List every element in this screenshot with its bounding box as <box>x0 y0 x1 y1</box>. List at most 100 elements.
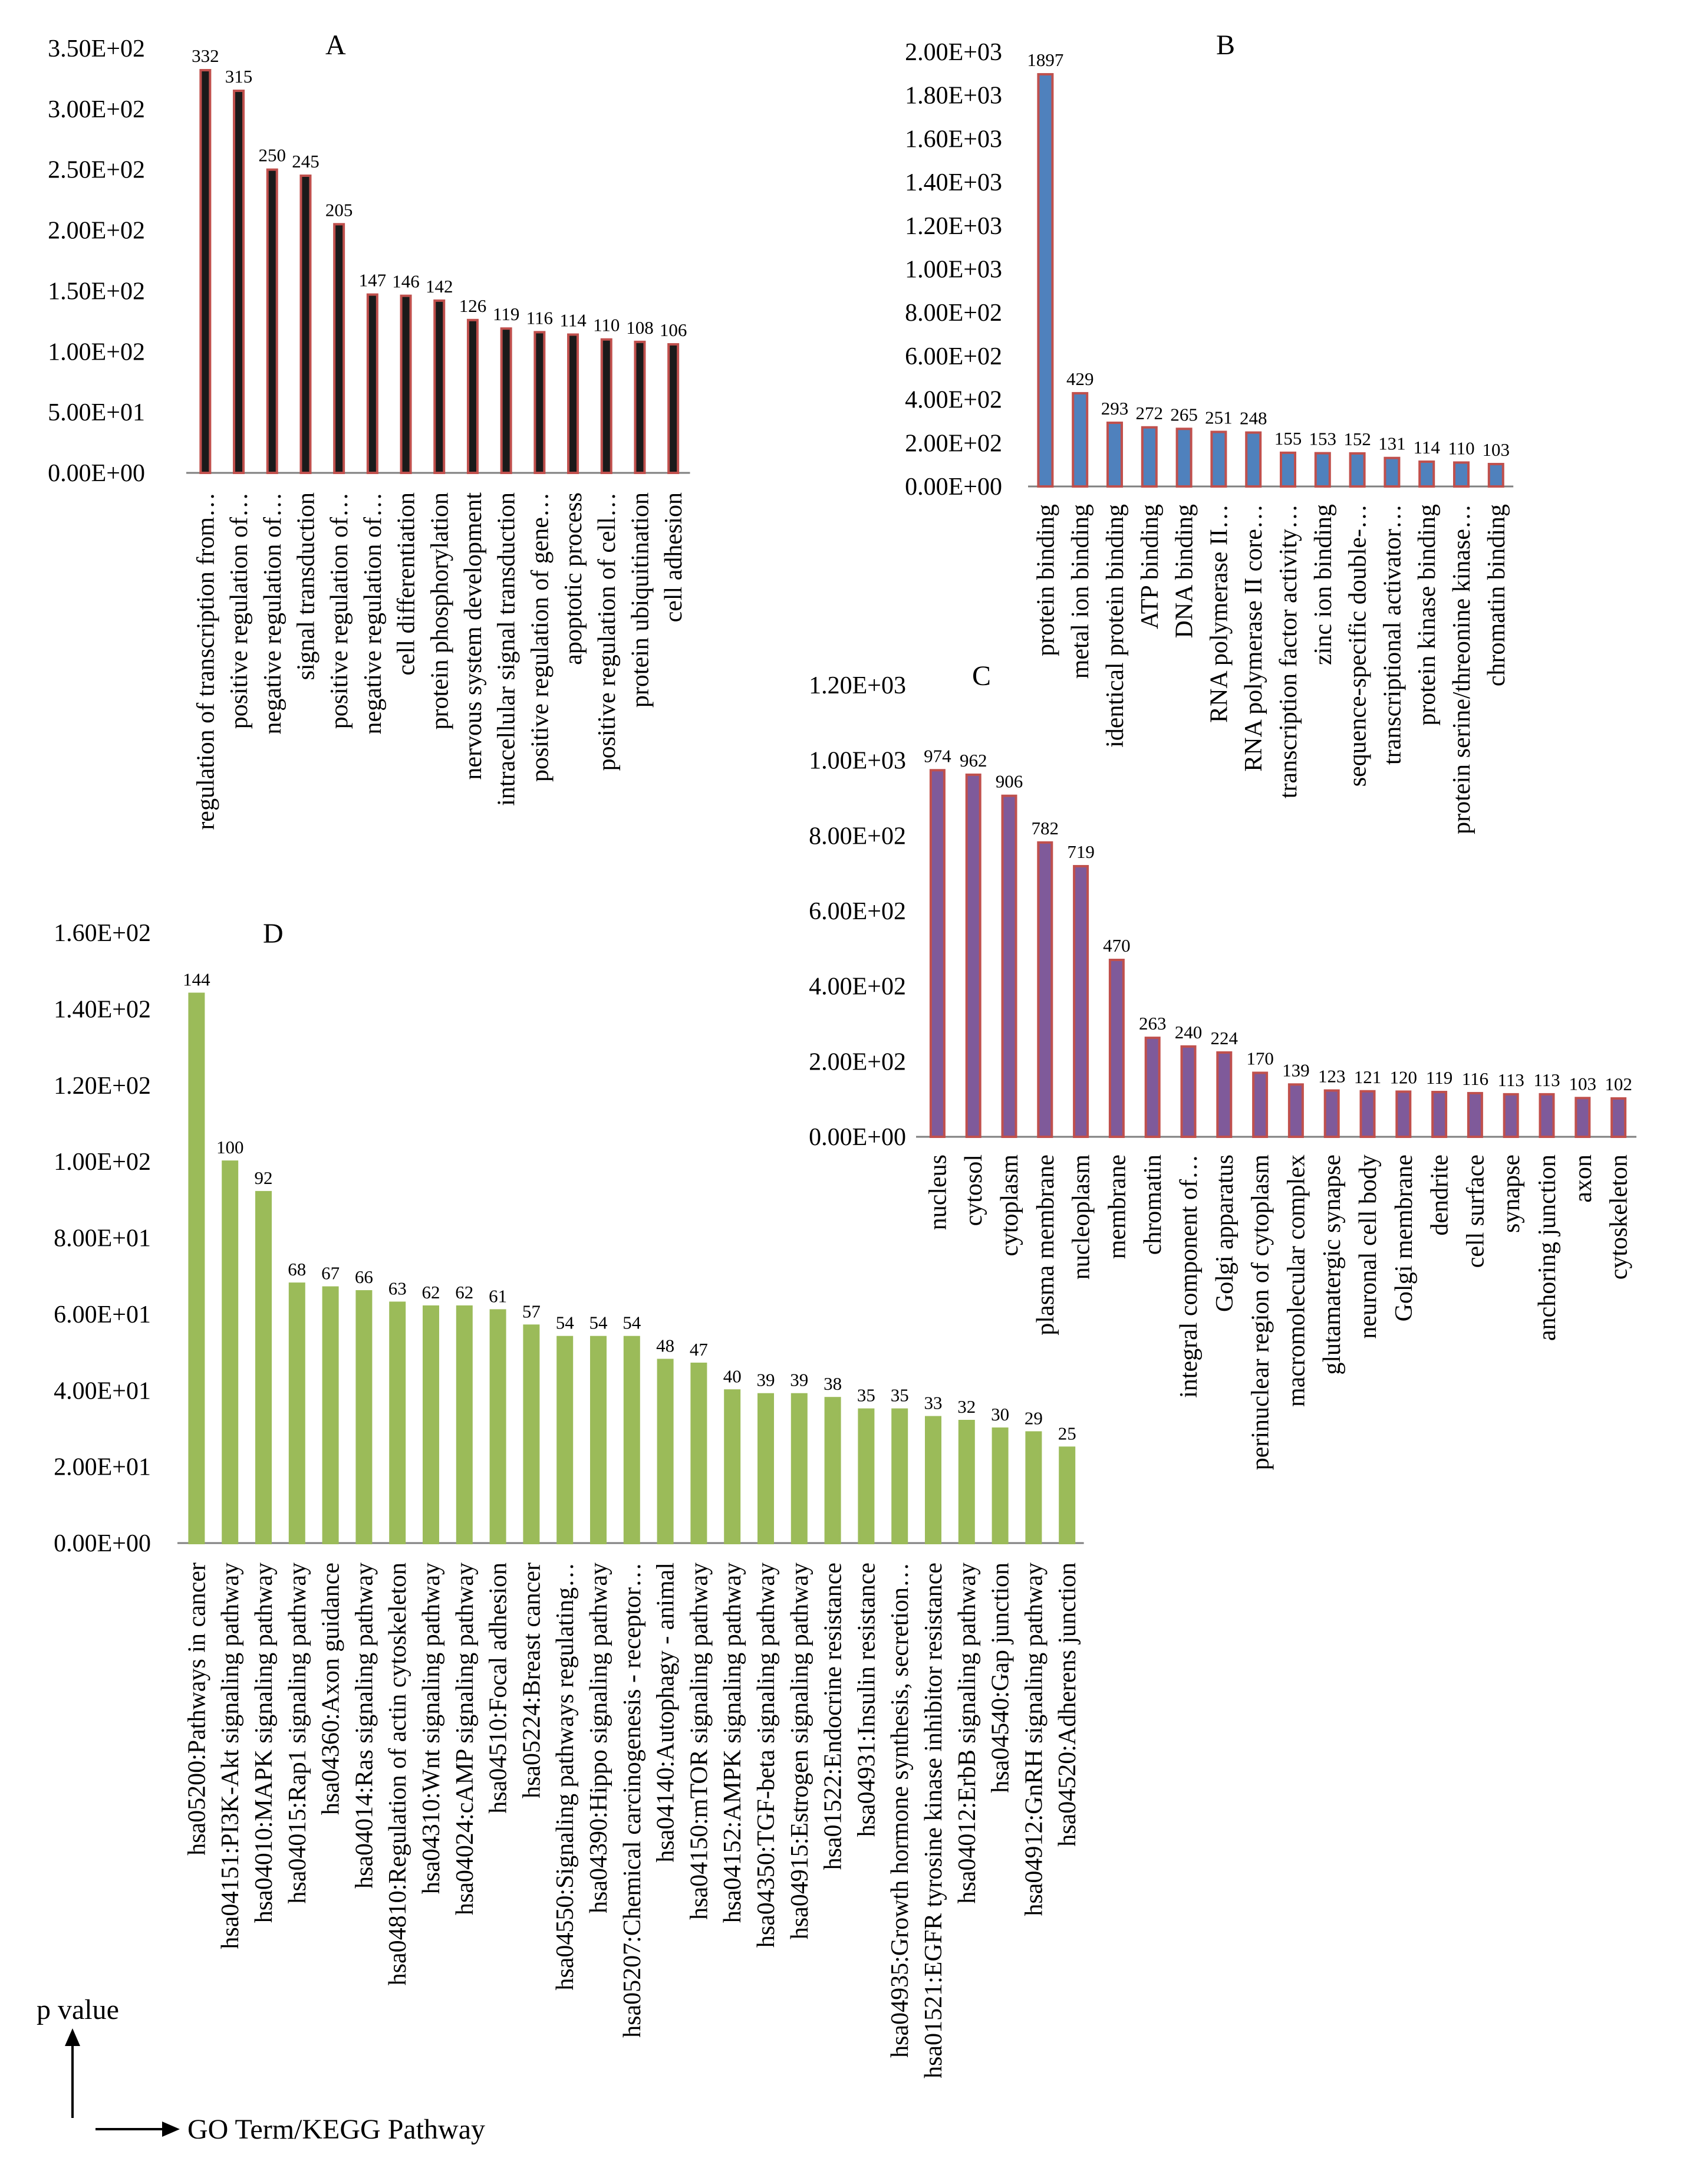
panel-d-category-label: hsa04010:MAPK signaling pathway <box>251 1563 278 1923</box>
panel-d-bar-value-label: 39 <box>757 1370 775 1390</box>
panel-c-chart: 0.00E+00 2.00E+02 4.00E+02 6.00E+02 8.00E+02… <box>809 660 1636 1470</box>
panel-d-bar <box>858 1408 875 1544</box>
panel-c-bar <box>965 773 981 1138</box>
panel-c-category-label: axon <box>1570 1155 1597 1203</box>
panel-d-bar <box>288 1282 305 1544</box>
panel-d-category-label: hsa04014:Ras signaling pathway <box>351 1563 378 1889</box>
panel-c-category-label: integral component of… <box>1175 1155 1203 1398</box>
panel-c-category-label: macromolecular complex <box>1283 1155 1310 1407</box>
panel-c-bar <box>1108 958 1125 1138</box>
panel-b-category-label: protein kinase binding <box>1414 504 1441 726</box>
panel-d-bar <box>255 1190 272 1544</box>
panel-d-bar <box>992 1427 1009 1544</box>
panel-d-bar <box>1059 1446 1076 1544</box>
panel-b-category-label: RNA polymerase II… <box>1205 504 1233 723</box>
panel-c-bar-value-label: 974 <box>924 745 951 766</box>
panel-b-bar <box>1141 426 1158 488</box>
panel-c-category-label: perinuclear region of cytoplasm <box>1247 1155 1274 1471</box>
panel-c-category-label: anchoring junction <box>1534 1155 1561 1341</box>
panel-d-bar <box>222 1160 239 1544</box>
panel-a-bar-value-label: 116 <box>526 307 553 328</box>
panel-d-y-tick-label: 2.00E+01 <box>54 1454 151 1481</box>
panel-d-bar-value-label: 25 <box>1058 1423 1076 1443</box>
panel-d-category-label: hsa04024:cAMP signaling pathway <box>452 1563 479 1915</box>
panel-a-label: A <box>325 29 346 61</box>
panel-d-bar <box>657 1359 674 1544</box>
panel-d-bar <box>423 1305 439 1544</box>
panel-b-y-tick-label: 2.00E+03 <box>905 39 1002 66</box>
panel-b-bar-value-label: 251 <box>1205 407 1233 428</box>
panel-d-bar-value-label: 92 <box>255 1167 273 1188</box>
panel-b-category-label: metal ion binding <box>1067 504 1094 679</box>
panel-a-y-tick-label: 2.50E+02 <box>48 157 145 184</box>
panel-b-bar-value-label: 103 <box>1483 439 1510 460</box>
panel-c-bar <box>1180 1045 1197 1139</box>
panel-d-bar <box>188 992 205 1544</box>
panel-b-bar <box>1072 392 1089 488</box>
panel-d-category-label: hsa01521:EGFR tyrosine kinase inhibitor … <box>920 1563 947 2078</box>
panel-b-bar <box>1384 456 1401 488</box>
panel-d-category-label: hsa04310:Wnt signaling pathway <box>418 1563 445 1894</box>
panel-b-bar <box>1487 463 1504 488</box>
panel-d-category-label: hsa04390:Hippo signaling pathway <box>585 1563 612 1913</box>
panel-d-bar-value-label: 61 <box>489 1285 507 1306</box>
panel-a-category-label: negative regulation of… <box>259 492 286 735</box>
panel-b-bar <box>1175 427 1193 488</box>
panel-c-bar-value-label: 116 <box>1462 1068 1488 1089</box>
panel-a-bar-value-label: 110 <box>593 315 620 336</box>
panel-d-category-label: hsa04912:GnRH signaling pathway <box>1020 1563 1048 1916</box>
panel-a-bar <box>567 333 579 474</box>
panel-b-bar-value-label: 429 <box>1066 369 1094 389</box>
panel-d-category-label: hsa04015:Rap1 signaling pathway <box>284 1563 311 1904</box>
panel-b-bar-value-label: 1897 <box>1027 50 1063 70</box>
panel-d-bar-value-label: 63 <box>388 1278 407 1298</box>
panel-a-y-tick-label: 3.50E+02 <box>48 35 145 63</box>
panel-b-bar <box>1314 452 1331 488</box>
panel-b-bar-value-label: 293 <box>1101 398 1129 419</box>
panel-a-bar-value-label: 106 <box>660 320 687 340</box>
panel-d-bar <box>757 1393 774 1544</box>
panel-d-bar-value-label: 62 <box>422 1282 440 1302</box>
panel-a-bar <box>299 175 312 474</box>
panel-d-bar-value-label: 33 <box>924 1393 943 1413</box>
panel-c-category-label: nucleus <box>924 1155 951 1230</box>
panel-a-bar-value-label: 119 <box>493 304 519 324</box>
panel-b-bar <box>1418 460 1435 488</box>
panel-b-y-tick-label: 4.00E+02 <box>905 387 1002 414</box>
panel-c-bar <box>1001 794 1017 1139</box>
panel-c-category-label: dendrite <box>1427 1155 1454 1236</box>
panel-b-bar-value-label: 265 <box>1170 404 1198 425</box>
panel-c-bar <box>1431 1091 1448 1138</box>
panel-a-bar <box>634 340 646 474</box>
panel-a-category-label: negative regulation of… <box>360 492 387 735</box>
panel-d-bar <box>322 1286 339 1544</box>
panel-c-bar <box>1359 1090 1376 1139</box>
panel-c-bar-value-label: 123 <box>1318 1065 1346 1086</box>
panel-a-bar <box>400 294 412 474</box>
panel-b-y-tick-label: 1.80E+03 <box>905 83 1002 110</box>
panel-d-bar-value-label: 66 <box>355 1267 373 1287</box>
panel-d-bar-value-label: 38 <box>824 1373 842 1394</box>
panel-d-y-tick-label: 1.00E+02 <box>54 1149 151 1176</box>
panel-c-category-label: cytoplasm <box>996 1155 1023 1257</box>
panel-b-category-label: chromatin binding <box>1483 504 1510 686</box>
panel-d-bar-value-label: 54 <box>589 1313 608 1333</box>
panel-d-category-label: hsa04012:ErbB signaling pathway <box>954 1563 981 1904</box>
panel-d-bar-value-label: 47 <box>690 1339 708 1360</box>
panel-d-category-label: hsa04150:mTOR signaling pathway <box>686 1563 713 1920</box>
panel-d-bar <box>523 1324 540 1544</box>
panel-c-category-label: nucleoplasm <box>1068 1155 1095 1280</box>
panel-d-bar-value-label: 54 <box>556 1313 575 1333</box>
panel-d-bar-value-label: 68 <box>288 1259 306 1280</box>
panel-d-bar <box>724 1389 741 1544</box>
panel-a-bar <box>366 293 378 474</box>
panel-b-bar-value-label: 110 <box>1448 438 1474 458</box>
panel-d-bar <box>891 1408 908 1544</box>
panel-b-bar-value-label: 152 <box>1343 429 1371 449</box>
panel-d-chart: 0.00E+00 2.00E+01 4.00E+01 6.00E+01 8.00E+01… <box>54 918 1084 2078</box>
panel-d-y-tick-label: 1.40E+02 <box>54 996 151 1023</box>
panel-d-bar <box>958 1420 975 1544</box>
panel-c-bar-value-label: 224 <box>1211 1028 1239 1048</box>
panel-b-bar-value-label: 131 <box>1378 433 1406 454</box>
panel-d-category-label: hsa04550:Signaling pathways regulating… <box>552 1563 579 1991</box>
